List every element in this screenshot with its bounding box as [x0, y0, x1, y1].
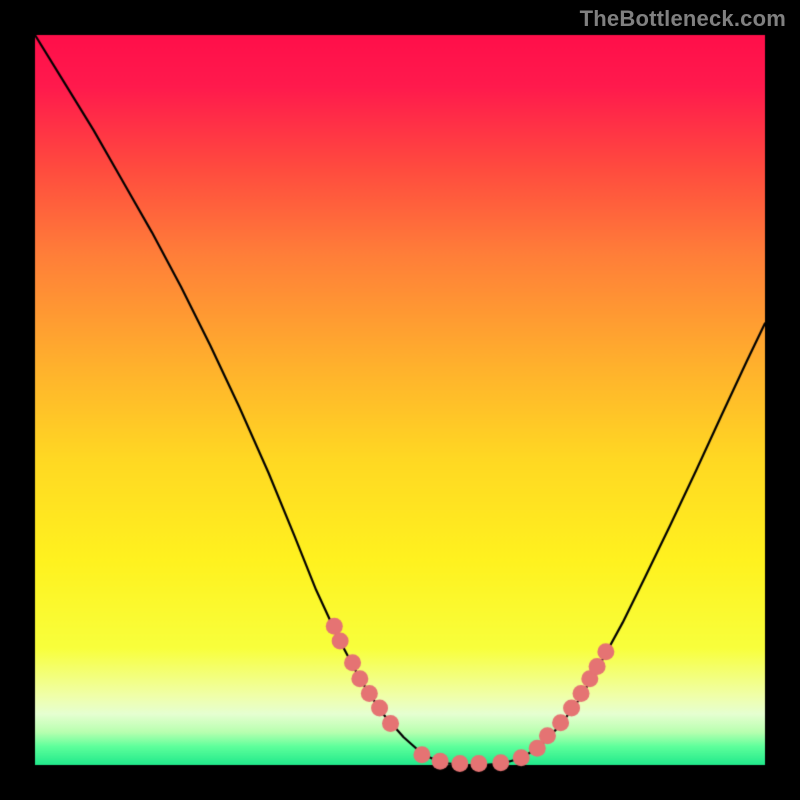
chart-stage: TheBottleneck.com — [0, 0, 800, 800]
watermark-label: TheBottleneck.com — [580, 6, 786, 32]
bottleneck-chart-canvas — [0, 0, 800, 800]
